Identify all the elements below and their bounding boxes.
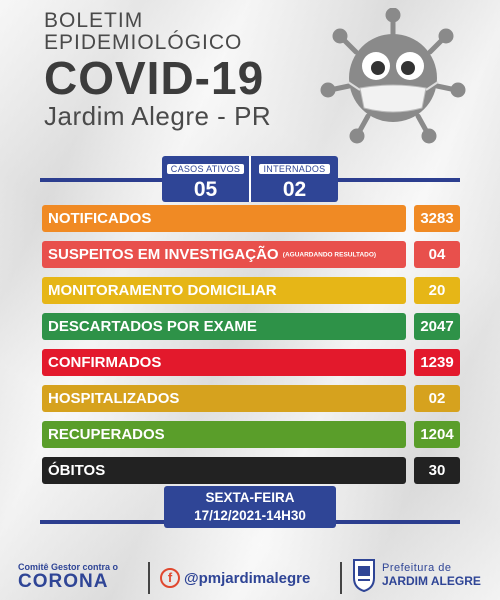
stat-value: 20 [414, 277, 460, 304]
stat-label: NOTIFICADOS [42, 205, 406, 232]
stats-list: NOTIFICADOS 3283 SUSPEITOS EM INVESTIGAÇ… [42, 205, 460, 493]
prefeitura-line-2: JARDIM ALEGRE [382, 574, 481, 588]
stat-row: CONFIRMADOS 1239 [42, 349, 460, 376]
date-datetime: 17/12/2021-14H30 [194, 508, 306, 523]
comite-big-text: CORONA [18, 571, 109, 592]
stat-value: 04 [414, 241, 460, 268]
stat-value: 02 [414, 385, 460, 412]
date-day: SEXTA-FEIRA [205, 490, 295, 505]
virus-mascot-icon [320, 8, 466, 144]
stat-row: HOSPITALIZADOS 02 [42, 385, 460, 412]
facebook-icon: f [160, 568, 180, 588]
crest-icon [353, 559, 375, 592]
stat-row: ÓBITOS 30 [42, 457, 460, 484]
active-cases-cell: CASOS ATIVOS 05 [162, 156, 249, 202]
stat-row: NOTIFICADOS 3283 [42, 205, 460, 232]
stat-label: MONITORAMENTO DOMICILIAR [42, 277, 406, 304]
stat-row: DESCARTADOS POR EXAME 2047 [42, 313, 460, 340]
date-panel: SEXTA-FEIRA 17/12/2021-14H30 [40, 486, 460, 532]
stat-value: 1239 [414, 349, 460, 376]
stat-value: 1204 [414, 421, 460, 448]
stat-label: SUSPEITOS EM INVESTIGAÇÃO (AGUARDANDO RE… [42, 241, 406, 268]
stat-label: ÓBITOS [42, 457, 406, 484]
stat-row: SUSPEITOS EM INVESTIGAÇÃO (AGUARDANDO RE… [42, 241, 460, 268]
footer: Comitê Gestor contra o CORONA f @pmjardi… [0, 556, 500, 600]
summary-panel: CASOS ATIVOS 05 INTERNADOS 02 [40, 156, 460, 210]
stat-row: RECUPERADOS 1204 [42, 421, 460, 448]
prefeitura-line-1: Prefeitura de [382, 562, 452, 574]
stat-label: DESCARTADOS POR EXAME [42, 313, 406, 340]
stat-value: 30 [414, 457, 460, 484]
header: BOLETIM EPIDEMIOLÓGICO COVID-19 Jardim A… [44, 9, 272, 131]
title-line-2: EPIDEMIOLÓGICO [44, 31, 243, 54]
summary-box: CASOS ATIVOS 05 INTERNADOS 02 [162, 156, 338, 202]
hospitalized-value: 02 [282, 178, 307, 201]
stat-label: CONFIRMADOS [42, 349, 406, 376]
title-line-1: BOLETIM [44, 9, 144, 32]
title-main: COVID-19 [44, 52, 265, 104]
footer-divider [340, 562, 342, 594]
social-handle: @pmjardimalegre [184, 569, 311, 587]
active-cases-value: 05 [193, 178, 218, 201]
stat-value: 2047 [414, 313, 460, 340]
footer-divider [148, 562, 150, 594]
comite-small-text: Comitê Gestor contra o [18, 562, 119, 572]
hospitalized-label: INTERNADOS [259, 164, 330, 174]
prefeitura-text: Prefeitura de JARDIM ALEGRE [382, 562, 481, 588]
social-link[interactable]: f @pmjardimalegre [160, 568, 310, 588]
prefeitura-logo: Prefeitura de JARDIM ALEGRE [352, 558, 481, 592]
comite-logo: Comitê Gestor contra o CORONA [18, 562, 118, 592]
stat-row: MONITORAMENTO DOMICILIAR 20 [42, 277, 460, 304]
active-cases-label: CASOS ATIVOS [166, 164, 245, 174]
date-box: SEXTA-FEIRA 17/12/2021-14H30 [164, 486, 336, 528]
hospitalized-cell: INTERNADOS 02 [249, 156, 338, 202]
title-sub: Jardim Alegre - PR [44, 101, 272, 131]
stat-value: 3283 [414, 205, 460, 232]
stat-label: RECUPERADOS [42, 421, 406, 448]
stat-label: HOSPITALIZADOS [42, 385, 406, 412]
